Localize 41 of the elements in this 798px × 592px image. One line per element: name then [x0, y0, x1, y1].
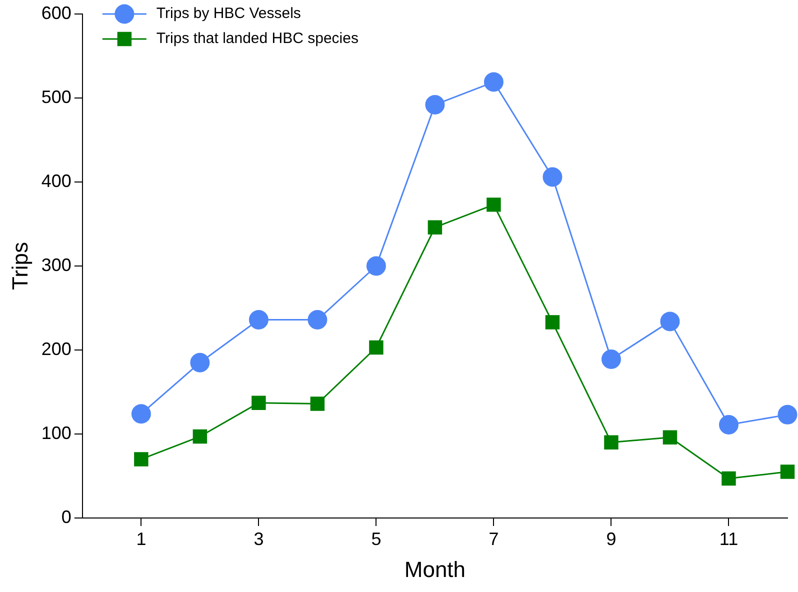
point [190, 352, 210, 372]
x-axis-title: Month [404, 556, 466, 582]
x-tick-label: 3 [254, 528, 264, 549]
point [545, 315, 560, 330]
point [369, 340, 384, 355]
point [486, 198, 501, 212]
legend-label: Trips that landed HBC species [156, 30, 358, 48]
y-tick-label: 500 [41, 86, 72, 107]
point [252, 396, 266, 410]
point [780, 464, 795, 479]
y-tick-label: 0 [61, 506, 72, 527]
y-tick-label: 100 [41, 422, 72, 443]
point [425, 94, 445, 114]
point [192, 429, 208, 444]
point [484, 72, 504, 92]
point [601, 349, 621, 369]
point [722, 471, 736, 486]
y-tick-label: 600 [41, 2, 72, 23]
point [134, 452, 148, 466]
x-tick-label: 11 [719, 528, 738, 549]
point [778, 404, 798, 424]
point [310, 396, 325, 411]
x-tick-label: 1 [136, 528, 146, 549]
y-axis-title: Trips [7, 242, 32, 290]
x-tick-label: 5 [371, 528, 382, 549]
point [660, 312, 680, 332]
point [542, 167, 562, 187]
point [366, 256, 386, 276]
y-tick-label: 400 [41, 170, 72, 191]
y-tick-label: 300 [41, 254, 72, 275]
point [308, 310, 328, 330]
point [428, 220, 442, 234]
point [604, 435, 618, 450]
x-tick-label: 9 [606, 528, 616, 549]
x-tick-label: 7 [488, 528, 499, 549]
point [662, 430, 678, 444]
legend-label: Trips by HBC Vessels [156, 5, 301, 22]
point [131, 404, 151, 424]
point [248, 310, 268, 330]
point [718, 415, 738, 435]
y-tick-label: 200 [41, 338, 72, 359]
